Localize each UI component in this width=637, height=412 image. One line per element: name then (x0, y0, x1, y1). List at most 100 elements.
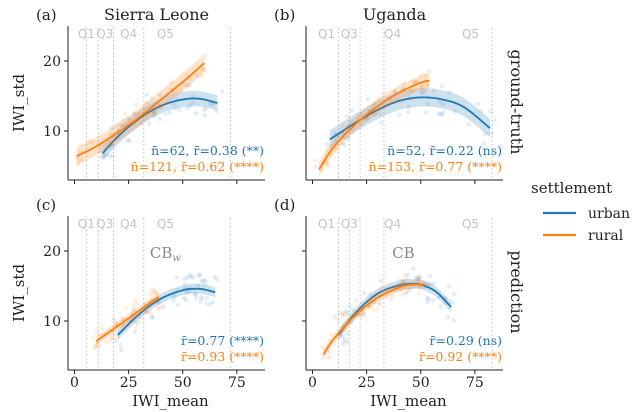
scatter-point (131, 304, 137, 309)
x-axis-title: IWI_mean (370, 392, 447, 410)
scatter-point (149, 314, 155, 320)
scatter-point (204, 295, 210, 301)
scatter-point (390, 293, 395, 299)
scatter-point (344, 114, 350, 119)
quantile-label: Q1 (78, 217, 95, 231)
scatter-point (93, 341, 99, 347)
scatter-point (320, 167, 325, 173)
scatter-point (214, 277, 220, 282)
fit-line-urban (337, 282, 452, 336)
method-tag: CB (392, 244, 415, 262)
scatter-point (145, 309, 151, 315)
scatter-point (144, 92, 150, 97)
quantile-label: Q5 (462, 217, 479, 231)
x-tick-label: 0 (70, 375, 79, 391)
scatter-point (416, 276, 422, 281)
scatter-point (376, 96, 381, 101)
scatter-point (441, 109, 446, 115)
scatter-point (451, 318, 456, 323)
scatter-point (392, 89, 397, 94)
scatter-point (342, 339, 348, 345)
scatter-point (319, 356, 325, 361)
legend-label-rural: rural (588, 228, 624, 244)
scatter-point (375, 307, 380, 312)
quantile-label: Q4 (120, 27, 137, 41)
scatter-point (350, 307, 355, 313)
scatter-point (187, 103, 193, 109)
scatter-point (414, 275, 419, 280)
scatter-point (204, 301, 210, 307)
scatter-point (359, 112, 364, 117)
scatter-point (371, 100, 377, 106)
scatter-point (219, 89, 225, 94)
scatter-point (417, 73, 423, 79)
scatter-point (114, 335, 120, 341)
scatter-point (325, 161, 331, 167)
panel-label: (b) (274, 6, 295, 24)
y-tick-label: 20 (43, 244, 61, 260)
scatter-point (341, 337, 347, 342)
scatter-point (431, 88, 437, 94)
scatter-point (107, 338, 113, 344)
x-tick-label: 50 (174, 375, 192, 391)
scatter-point (492, 117, 497, 123)
quantile-label: Q4 (384, 27, 401, 41)
scatter-point (342, 311, 347, 316)
scatter-point (425, 81, 431, 87)
scatter-point (131, 307, 136, 312)
scatter-point (367, 113, 372, 119)
scatter-point (347, 303, 352, 309)
scatter-point (200, 278, 206, 283)
scatter-point (167, 110, 173, 116)
y-tick-label: 10 (43, 124, 61, 140)
method-tag-subscript: w (172, 253, 181, 264)
scatter-point (210, 101, 216, 107)
scatter-point (192, 291, 198, 297)
scatter-point (394, 99, 400, 104)
scatter-point (134, 314, 140, 319)
scatter-point (78, 157, 84, 163)
scatter-point (370, 306, 375, 311)
row-label-prediction: prediction (507, 250, 526, 333)
scatter-point (345, 136, 351, 141)
scatter-point (98, 150, 104, 155)
scatter-point (425, 295, 430, 301)
scatter-point (135, 320, 141, 326)
scatter-point (110, 335, 115, 340)
scatter-point (203, 278, 208, 284)
legend-label-urban: urban (588, 206, 630, 222)
scatter-point (431, 281, 437, 286)
scatter-point (362, 290, 367, 296)
panel-c: Q1 Q3 Q4 Q5 0 25 50 75 10 20 (c) CBw IWI_std IWI_mean… (10, 196, 265, 410)
scatter-point (172, 294, 177, 300)
scatter-point (182, 281, 188, 287)
scatter-point (105, 142, 111, 148)
scatter-point (376, 300, 382, 306)
scatter-point (199, 279, 205, 284)
scatter-point (489, 131, 494, 136)
scatter-point (453, 109, 458, 114)
y-axis-title: IWI_std (10, 264, 28, 322)
x-tick-label: 25 (358, 375, 376, 391)
scatter-point (378, 302, 383, 307)
scatter-point (151, 290, 157, 296)
scatter-point (340, 341, 345, 347)
scatter-point (371, 103, 376, 109)
scatter-point (345, 310, 351, 316)
scatter-point (85, 140, 91, 146)
scatter-point (400, 278, 406, 284)
scatter-point (94, 332, 100, 338)
scatter-point (424, 299, 430, 305)
scatter-point (365, 96, 371, 102)
scatter-point (367, 305, 372, 310)
annotation-urban: n̄=62, r̄=0.38 (**) (151, 143, 264, 158)
scatter-point (400, 292, 406, 298)
scatter-point (145, 100, 150, 105)
scatter-point (152, 110, 158, 116)
scatter-point (332, 314, 338, 320)
x-tick-label: 25 (120, 375, 138, 391)
scatter-point (410, 89, 415, 95)
scatter-point (405, 109, 411, 115)
scatter-point (406, 104, 412, 110)
scatter-point (438, 111, 444, 117)
